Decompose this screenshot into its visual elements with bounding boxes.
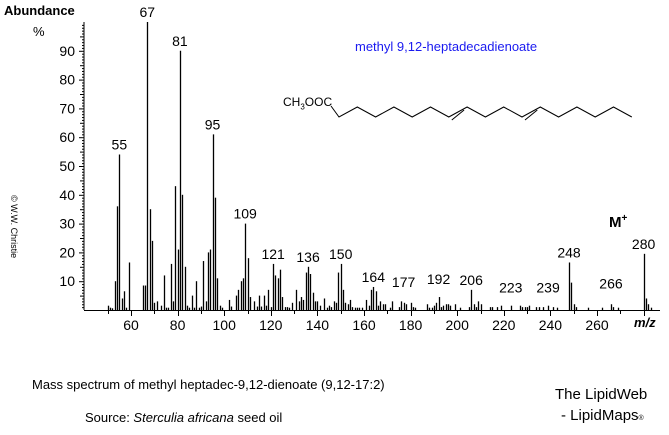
x-axis: 60 80 100 120 140 160 180 200 220 240 260: [84, 310, 660, 333]
y-tick-label: 20: [59, 244, 75, 260]
peak-label: 206: [460, 272, 484, 288]
y-tick-label: 30: [59, 216, 75, 232]
source-line: Source: Sterculia africana seed oil: [85, 410, 282, 425]
structure-subscript: 3: [300, 102, 305, 112]
peak-label: 81: [172, 33, 188, 49]
compound-name: methyl 9,12-heptadecadienoate: [355, 39, 538, 54]
peak-labels: 55 67 81 95 109 121 136 150 164 177 192 206 223 239 24…: [112, 4, 656, 296]
x-tick-label: 160: [352, 317, 376, 333]
spectrum-peaks: [107, 22, 653, 310]
copyright-notice: © W.W. Christie: [9, 195, 19, 259]
peak-label: 121: [261, 246, 285, 262]
registered-mark: ®: [638, 415, 644, 422]
molecular-ion-letter: M: [609, 214, 622, 231]
peak-label: 280: [632, 236, 656, 252]
x-axis-title: m/z: [634, 315, 656, 330]
x-tick-label: 220: [492, 317, 516, 333]
y-axis: 10 20 30 40 50 60 70 80 90: [59, 22, 85, 310]
peak-label: 109: [233, 206, 257, 222]
y-tick-label: 10: [59, 273, 75, 289]
y-tick-label: 70: [59, 100, 75, 116]
x-tick-label: 200: [446, 317, 470, 333]
double-bond: [524, 109, 538, 121]
x-tick-label: 140: [306, 317, 330, 333]
brand-lipidweb: The LipidWeb: [555, 386, 648, 403]
peak-label: 239: [536, 280, 560, 296]
carbon-chain: [330, 105, 633, 118]
structure-ester-group: CH3OOC: [283, 95, 332, 111]
peak-label: 67: [140, 4, 156, 20]
y-tick-label: 90: [59, 43, 75, 59]
y-axis-title: Abundance: [4, 3, 75, 18]
molecular-ion-charge: +: [621, 213, 628, 224]
y-tick-label: 80: [59, 72, 75, 88]
x-tick-label: 100: [213, 317, 237, 333]
y-axis-unit: %: [33, 24, 45, 39]
x-tick-label: 260: [585, 317, 609, 333]
source-suffix: seed oil: [233, 410, 283, 425]
double-bond: [451, 109, 465, 121]
structure-prefix: CH: [283, 95, 301, 109]
peak-label: 192: [427, 271, 451, 287]
x-tick-label: 120: [259, 317, 283, 333]
brand-lipidmaps: - LipidMaps®: [561, 407, 644, 424]
figure-caption: Mass spectrum of methyl heptadec-9,12-di…: [32, 377, 385, 392]
x-tick-label: 180: [399, 317, 423, 333]
source-species: Sterculia africana: [133, 410, 234, 425]
peak-label: 164: [362, 269, 386, 285]
y-tick-label: 60: [59, 129, 75, 145]
x-tick-label: 240: [539, 317, 563, 333]
structure-suffix: OOC: [304, 95, 333, 109]
x-tick-label: 80: [170, 317, 186, 333]
peak-label: 150: [329, 246, 353, 262]
y-tick-label: 50: [59, 158, 75, 174]
x-tick-label: 60: [123, 317, 139, 333]
peak-label: 95: [205, 116, 221, 132]
chemical-structure-diagram: [330, 105, 633, 121]
source-prefix: Source:: [85, 410, 134, 425]
peak-label: 248: [557, 244, 581, 260]
peak-label: 55: [112, 136, 128, 152]
molecular-ion-label: M+: [609, 213, 627, 231]
peak-label: 136: [296, 249, 320, 265]
y-tick-label: 40: [59, 187, 75, 203]
peak-label: 177: [392, 274, 416, 290]
peak-label: 266: [599, 275, 623, 291]
peak-label: 223: [499, 280, 523, 296]
brand-lipidmaps-text: - LipidMaps: [561, 407, 639, 424]
